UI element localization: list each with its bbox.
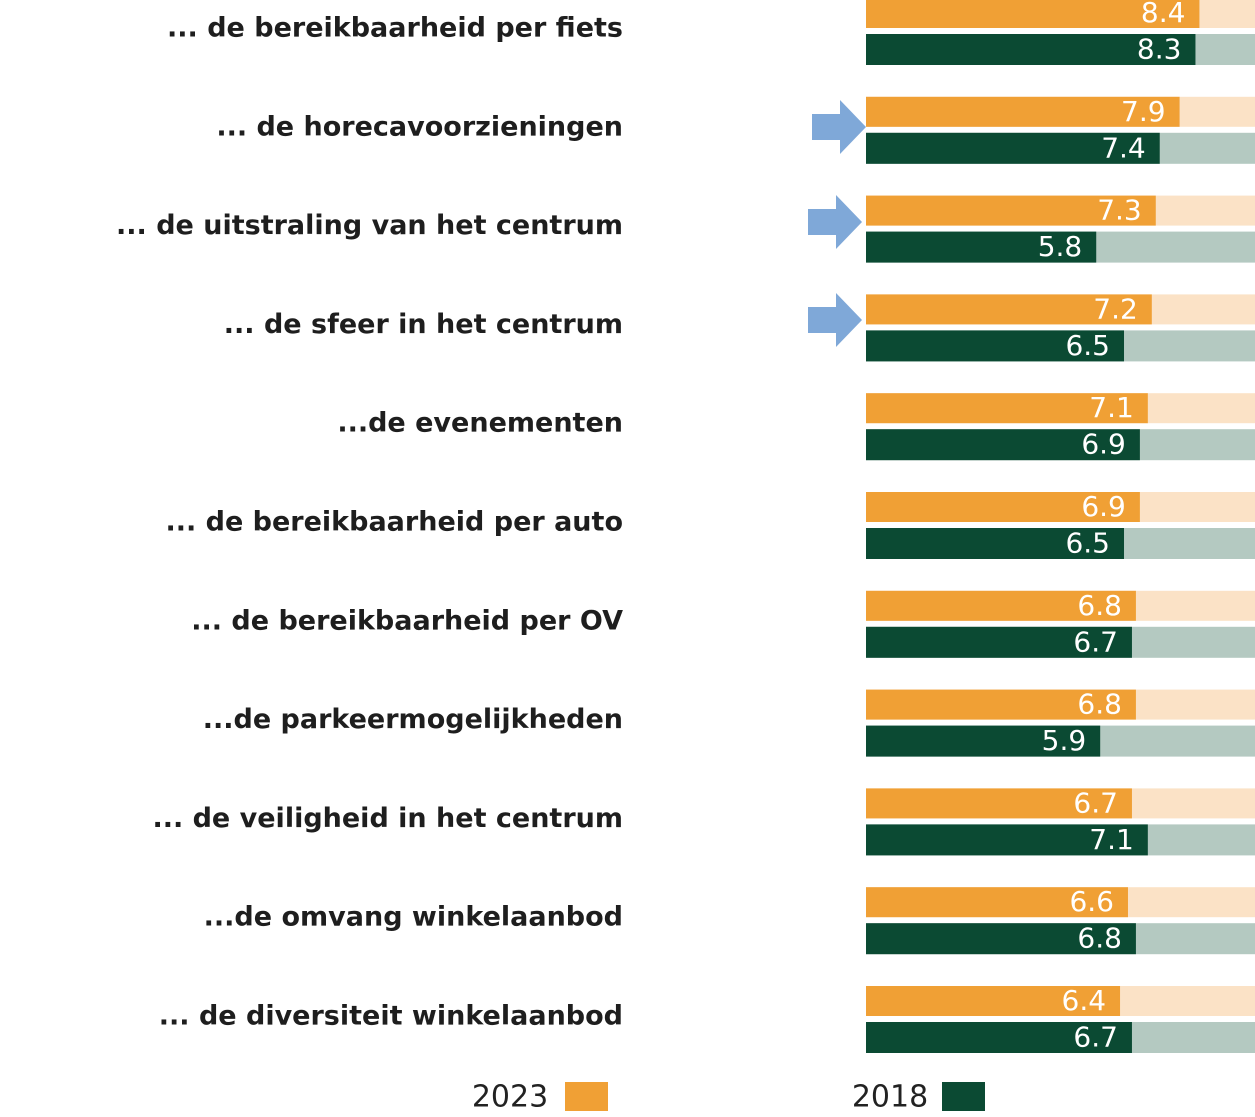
value-label: 7.3 (1097, 194, 1142, 227)
bar (866, 528, 1125, 559)
category-label: ... de bereikbaarheid per OV (191, 605, 623, 636)
arrow (808, 195, 862, 249)
value-label: 6.4 (1062, 984, 1107, 1017)
bar (866, 626, 1132, 658)
bar (866, 986, 1121, 1016)
value-label: 6.7 (1073, 625, 1118, 658)
value-label: 6.8 (1077, 688, 1122, 721)
arrow (812, 100, 866, 154)
value-label: 7.1 (1089, 823, 1134, 856)
bar (866, 887, 1128, 918)
value-label: 6.5 (1065, 329, 1110, 362)
bar (866, 1022, 1132, 1053)
value-label: 7.2 (1093, 292, 1138, 325)
bar (866, 0, 1200, 28)
value-label: 6.9 (1081, 428, 1126, 461)
category-label: ... de bereikbaarheid per fiets (167, 13, 623, 44)
category-label: ... de uitstraling van het centrum (116, 210, 623, 241)
arrows (808, 100, 866, 347)
value-label: 6.7 (1073, 1021, 1118, 1054)
category-label: ... de diversiteit winkelaanbod (159, 1001, 623, 1032)
bar (866, 492, 1140, 522)
bar (866, 294, 1152, 325)
bar (866, 824, 1148, 856)
bar (866, 330, 1125, 362)
category-label: ...de parkeermogelijkheden (203, 704, 623, 735)
category-label: ...de evenementen (337, 408, 623, 439)
category-label: ... de veiligheid in het centrum (152, 803, 623, 834)
bar (866, 195, 1156, 226)
category-label: ... de horecavoorzieningen (216, 111, 623, 142)
category-label: ... de sfeer in het centrum (224, 309, 623, 340)
bar (866, 788, 1132, 819)
value-label: 6.8 (1077, 589, 1122, 622)
value-label: 8.4 (1141, 0, 1186, 29)
value-label: 6.7 (1073, 786, 1118, 819)
bar (866, 590, 1136, 621)
value-label: 8.3 (1137, 33, 1182, 66)
bar (866, 689, 1136, 720)
value-label: 6.6 (1069, 885, 1114, 918)
value-label: 6.5 (1065, 527, 1110, 560)
legend-swatch (942, 1082, 985, 1111)
category-label: ...de omvang winkelaanbod (204, 902, 623, 933)
value-label: 7.1 (1089, 391, 1134, 424)
bar (866, 725, 1101, 757)
legend-swatch (565, 1082, 608, 1111)
bar (866, 429, 1140, 461)
bar (866, 231, 1097, 263)
bar (866, 132, 1160, 164)
bar (866, 96, 1180, 127)
value-label: 5.8 (1038, 230, 1083, 263)
arrow (808, 293, 862, 347)
category-label: ... de bereikbaarheid per auto (165, 507, 623, 538)
value-label: 6.8 (1077, 922, 1122, 955)
value-label: 7.4 (1101, 131, 1146, 164)
value-label: 5.9 (1042, 724, 1087, 757)
legend-label: 2023 (472, 1080, 548, 1115)
bar (866, 393, 1148, 424)
bar (866, 923, 1136, 955)
value-label: 6.9 (1081, 490, 1126, 523)
value-label: 7.9 (1121, 95, 1166, 128)
legend-label: 2018 (852, 1080, 928, 1115)
bar (866, 34, 1196, 65)
